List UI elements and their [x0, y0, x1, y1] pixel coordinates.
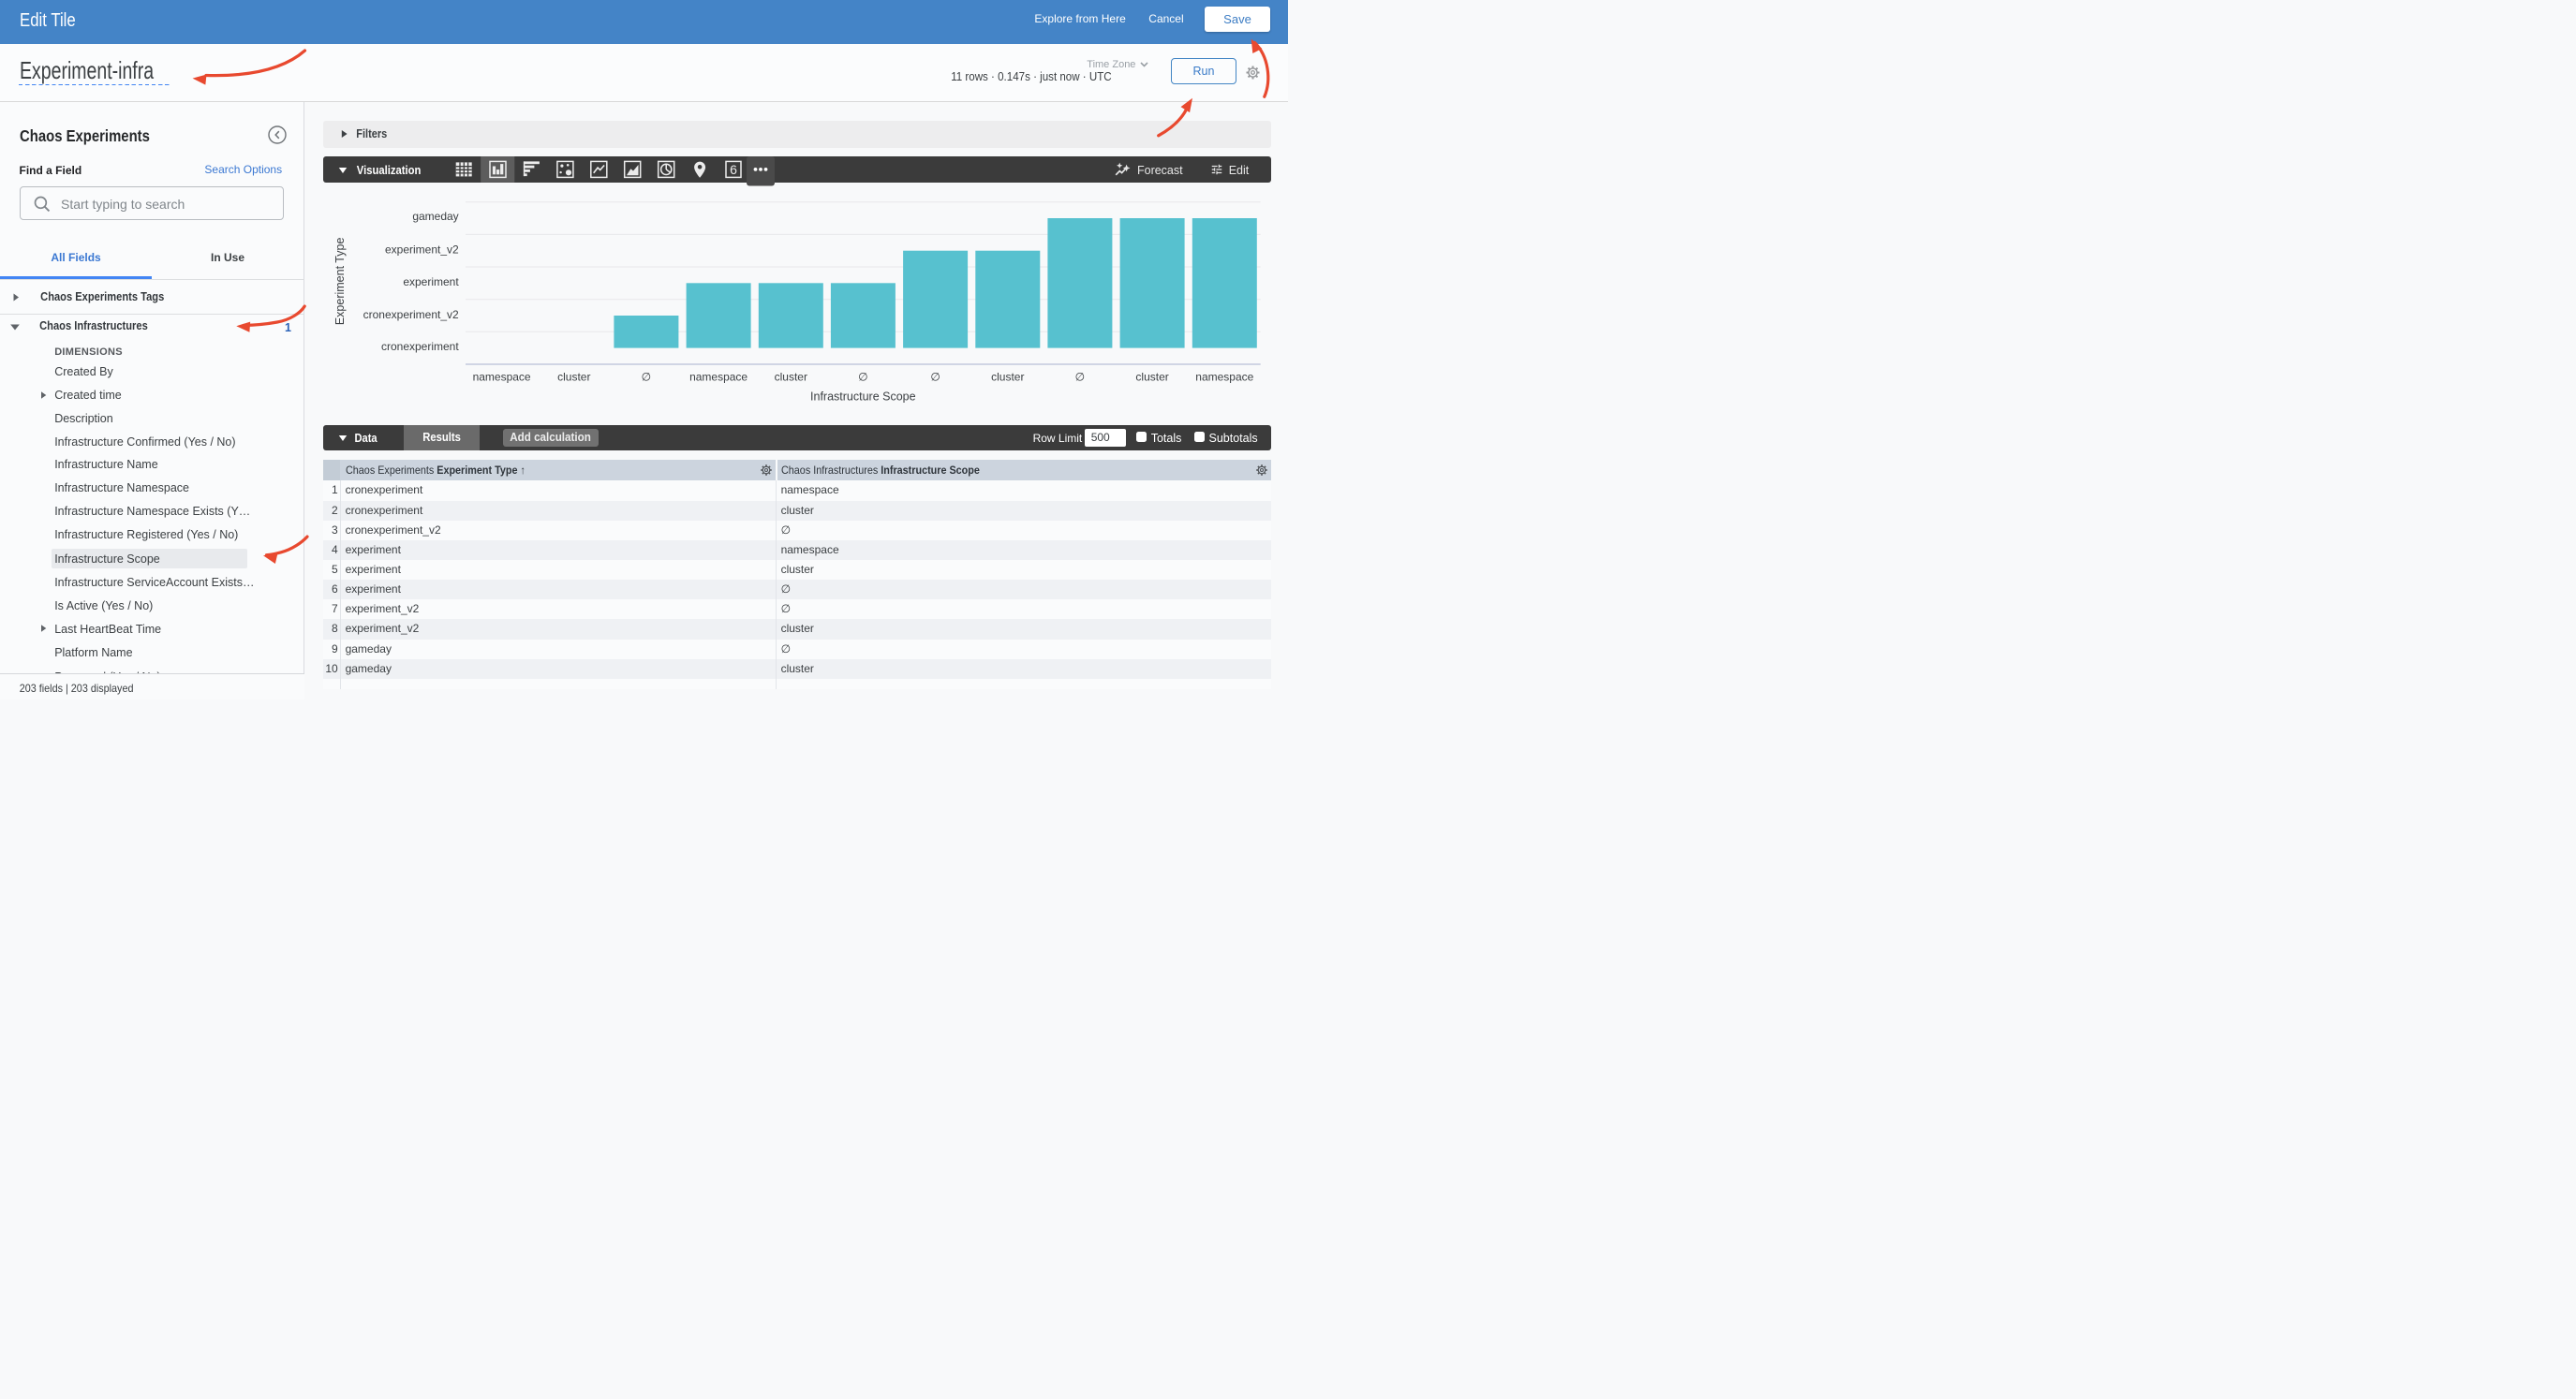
svg-text:gameday: gameday: [412, 210, 458, 223]
svg-text:Infrastructure Scope: Infrastructure Scope: [810, 390, 916, 403]
svg-text:cluster: cluster: [557, 371, 590, 384]
svg-text:∅: ∅: [642, 371, 651, 384]
svg-text:cronexperiment_v2: cronexperiment_v2: [363, 308, 459, 321]
svg-text:namespace: namespace: [473, 371, 531, 384]
svg-text:Experiment Type: Experiment Type: [333, 238, 347, 326]
svg-text:namespace: namespace: [1195, 371, 1253, 384]
svg-text:∅: ∅: [930, 371, 940, 384]
svg-text:cronexperiment: cronexperiment: [381, 340, 459, 353]
svg-text:experiment: experiment: [403, 275, 459, 288]
svg-text:6: 6: [730, 162, 737, 177]
svg-text:∅: ∅: [1075, 371, 1085, 384]
svg-text:∅: ∅: [858, 371, 867, 384]
svg-text:cluster: cluster: [1135, 371, 1168, 384]
svg-text:cluster: cluster: [991, 371, 1024, 384]
svg-text:cluster: cluster: [775, 371, 807, 384]
svg-text:experiment_v2: experiment_v2: [385, 243, 459, 257]
svg-text:namespace: namespace: [689, 371, 748, 384]
